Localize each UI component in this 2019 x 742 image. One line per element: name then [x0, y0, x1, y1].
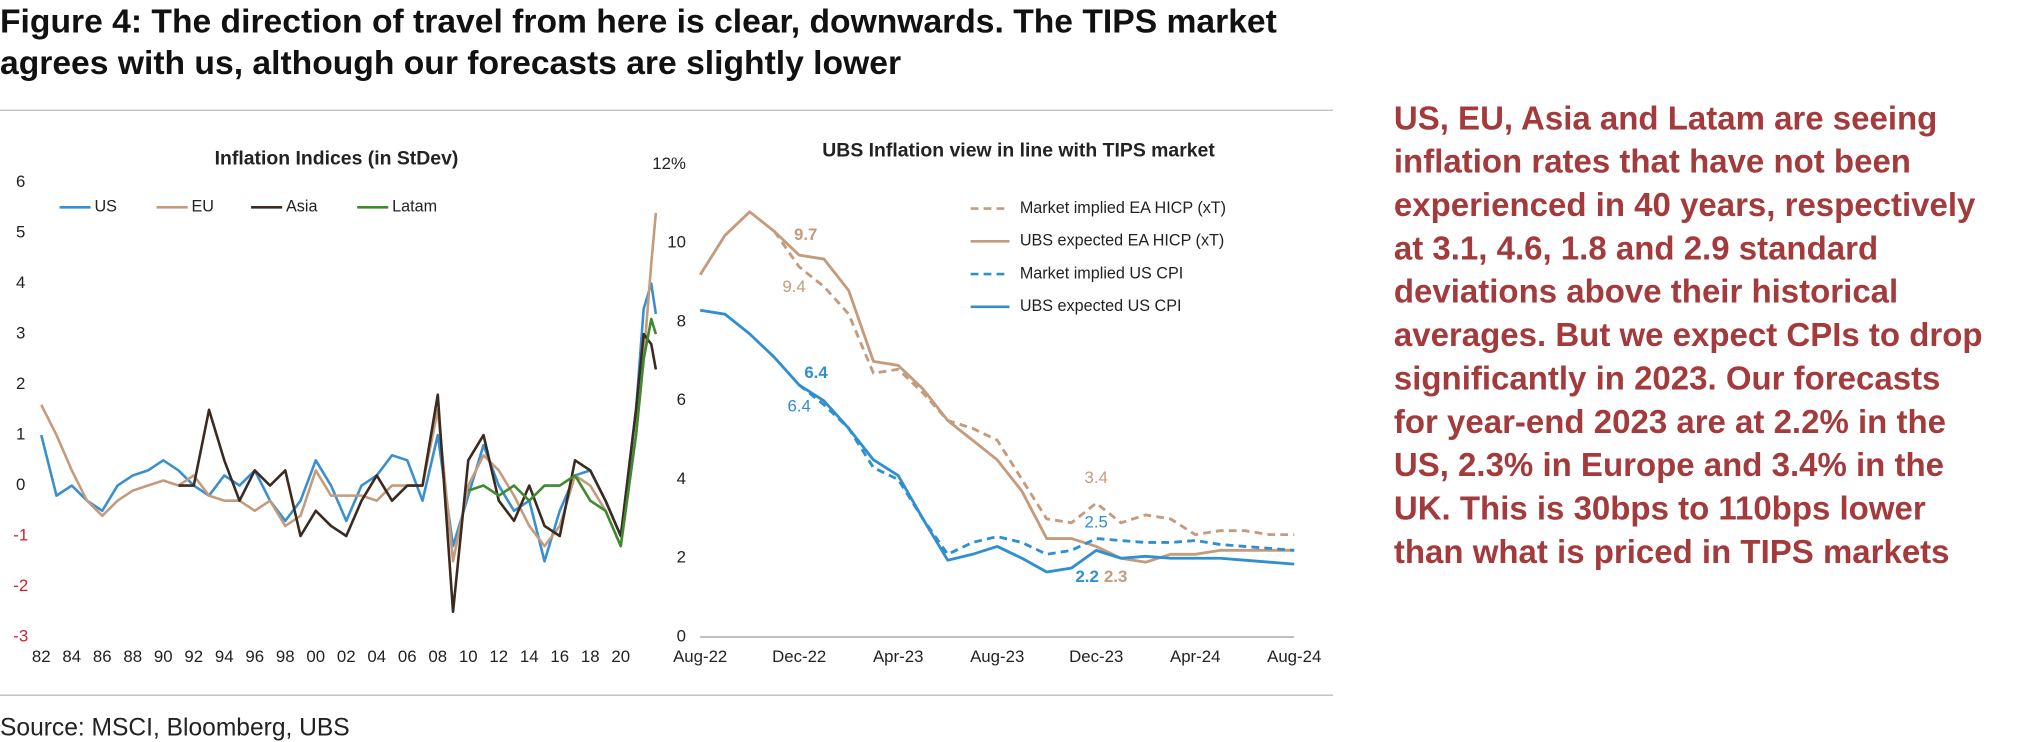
- x-tick-label: 84: [62, 647, 81, 666]
- x-tick-label: Dec-22: [772, 647, 826, 666]
- y-tick-label: 2: [16, 374, 25, 393]
- x-tick-label: 92: [184, 647, 203, 666]
- x-tick-label: 04: [367, 647, 386, 666]
- series-line: [798, 383, 1295, 556]
- x-tick-label: 98: [276, 647, 295, 666]
- commentary-line: UK. This is 30bps to 110bps lower: [1394, 489, 1926, 526]
- x-tick-label: 96: [245, 647, 264, 666]
- commentary-line: averages. But we expect CPIs to drop: [1394, 316, 1983, 353]
- y-tick-label: -1: [13, 525, 28, 544]
- data-label: 6.4: [788, 396, 811, 415]
- legend-label: UBS expected EA HICP (xT): [1020, 232, 1224, 250]
- commentary-line: for year-end 2023 are at 2.2% in the: [1394, 403, 1946, 440]
- legend-label: Market implied EA HICP (xT): [1020, 199, 1226, 217]
- figure-title: Figure 4: The direction of travel from h…: [0, 3, 1277, 40]
- y-tick-label: 6: [677, 390, 686, 409]
- x-tick-label: 00: [306, 647, 325, 666]
- x-tick-label: 82: [32, 647, 51, 666]
- chart-title: Inflation Indices (in StDev): [215, 148, 459, 170]
- y-tick-label: 8: [677, 311, 686, 330]
- y-tick-label: 2: [677, 548, 686, 567]
- data-label: 6.4: [804, 363, 828, 382]
- series-line: [178, 332, 658, 614]
- y-tick-label: 4: [677, 469, 686, 488]
- x-tick-label: 12: [489, 647, 508, 666]
- legend-label: Asia: [286, 198, 317, 216]
- x-tick-label: 14: [520, 647, 539, 666]
- legend-label: Latam: [392, 198, 437, 216]
- x-tick-label: Dec-23: [1069, 647, 1123, 666]
- x-tick-label: 20: [611, 647, 630, 666]
- y-tick-label: 10: [667, 233, 686, 252]
- source: Source: MSCI, Bloomberg, UBS: [0, 714, 350, 741]
- data-label: 2.5: [1085, 512, 1108, 531]
- x-tick-label: 10: [459, 647, 478, 666]
- legend-label: Market implied US CPI: [1020, 264, 1183, 282]
- data-label: 2.2: [1075, 567, 1098, 586]
- chart-title: UBS Inflation view in line with TIPS mar…: [822, 140, 1215, 162]
- y-tick-label: -2: [13, 576, 28, 595]
- data-label: 9.7: [794, 225, 817, 244]
- series-line: [699, 308, 1295, 574]
- y-tick-label: 12%: [652, 154, 686, 173]
- x-tick-label: 16: [550, 647, 569, 666]
- x-tick-label: Aug-24: [1267, 647, 1321, 666]
- y-tick-label: -3: [13, 626, 28, 645]
- commentary-line: significantly in 2023. Our forecasts: [1394, 359, 1941, 396]
- x-tick-label: 86: [93, 647, 112, 666]
- y-tick-label: 3: [16, 324, 25, 343]
- series-line: [40, 212, 658, 563]
- x-tick-label: Apr-24: [1170, 647, 1220, 666]
- legend-label: EU: [192, 198, 214, 216]
- y-tick-label: 6: [16, 172, 25, 191]
- x-tick-label: Aug-22: [673, 647, 727, 666]
- x-tick-label: 88: [123, 647, 142, 666]
- y-tick-label: 4: [16, 273, 25, 292]
- x-tick-label: 90: [154, 647, 173, 666]
- figure-title: agrees with us, although our forecasts a…: [0, 45, 901, 82]
- y-tick-label: 0: [677, 626, 686, 645]
- y-tick-label: 1: [16, 425, 25, 444]
- commentary-line: experienced in 40 years, respectively: [1394, 186, 1976, 223]
- legend-label: UBS expected US CPI: [1020, 297, 1182, 315]
- legend-label: US: [94, 198, 117, 216]
- x-tick-label: 94: [215, 647, 234, 666]
- commentary-line: inflation rates that have not been: [1394, 143, 1911, 180]
- series-line: [467, 317, 658, 548]
- data-label: 3.4: [1085, 468, 1108, 487]
- series-line: [698, 210, 1295, 564]
- data-label: 9.4: [782, 277, 805, 296]
- series-line: [773, 230, 1295, 537]
- y-tick-label: 5: [16, 223, 25, 242]
- x-tick-label: 02: [337, 647, 356, 666]
- x-tick-label: 06: [398, 647, 417, 666]
- data-label: 2.3: [1104, 567, 1127, 586]
- commentary-line: deviations above their historical: [1394, 273, 1898, 310]
- x-tick-label: Apr-23: [873, 647, 923, 666]
- x-tick-label: 08: [428, 647, 447, 666]
- y-tick-label: 0: [16, 475, 25, 494]
- x-tick-label: 18: [581, 647, 600, 666]
- commentary-line: US, 2.3% in Europe and 3.4% in the: [1394, 446, 1944, 483]
- commentary-line: than what is priced in TIPS markets: [1394, 533, 1950, 570]
- commentary-line: at 3.1, 4.6, 1.8 and 2.9 standard: [1394, 229, 1878, 266]
- commentary-line: US, EU, Asia and Latam are seeing: [1394, 99, 1937, 136]
- x-tick-label: Aug-23: [970, 647, 1024, 666]
